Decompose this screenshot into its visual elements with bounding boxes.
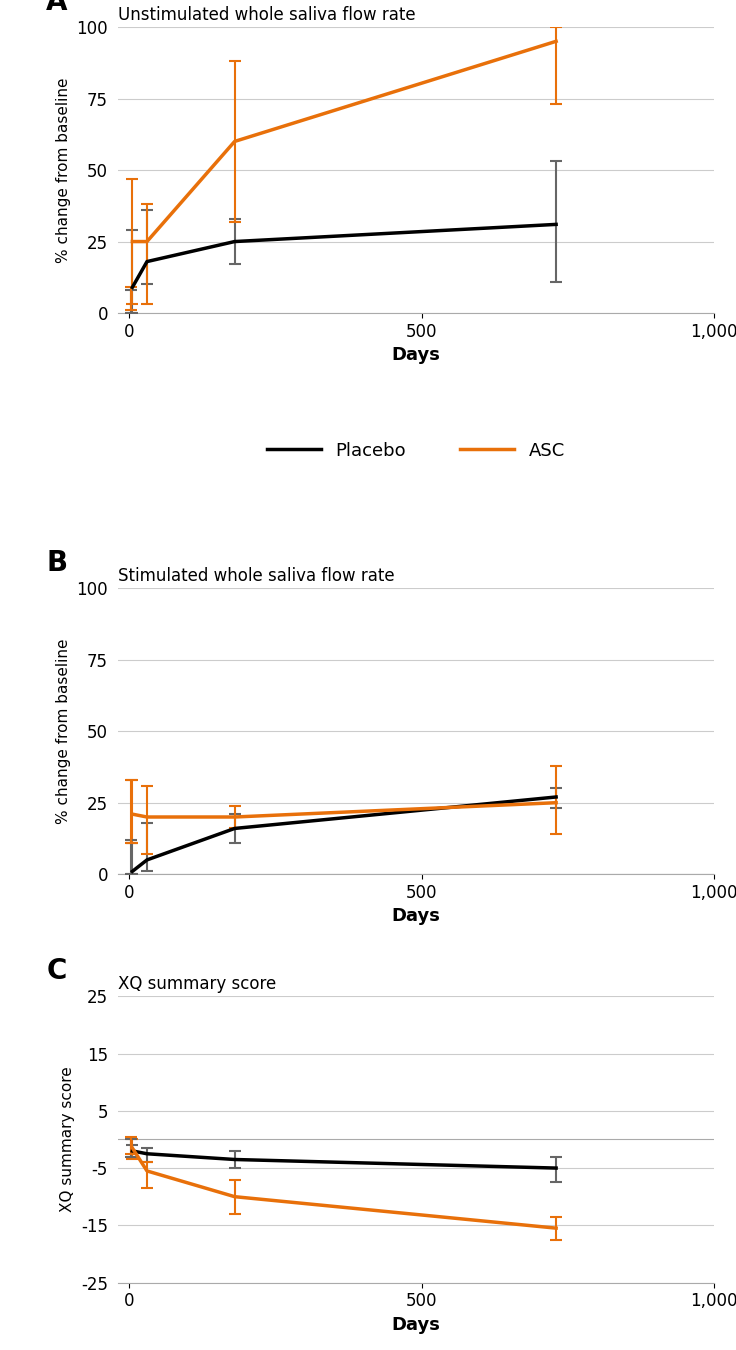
Text: XQ summary score: XQ summary score: [118, 976, 276, 994]
Text: Stimulated whole saliva flow rate: Stimulated whole saliva flow rate: [118, 567, 394, 585]
Legend: Placebo, ASC: Placebo, ASC: [266, 441, 565, 459]
Y-axis label: XQ summary score: XQ summary score: [60, 1066, 76, 1212]
Y-axis label: % change from baseline: % change from baseline: [56, 77, 71, 263]
X-axis label: Days: Days: [392, 1316, 440, 1334]
X-axis label: Days: Days: [392, 907, 440, 926]
Text: Unstimulated whole saliva flow rate: Unstimulated whole saliva flow rate: [118, 5, 415, 24]
Text: B: B: [46, 548, 68, 576]
Text: A: A: [46, 0, 68, 16]
Text: C: C: [46, 957, 66, 986]
X-axis label: Days: Days: [392, 347, 440, 364]
Y-axis label: % change from baseline: % change from baseline: [56, 639, 71, 824]
